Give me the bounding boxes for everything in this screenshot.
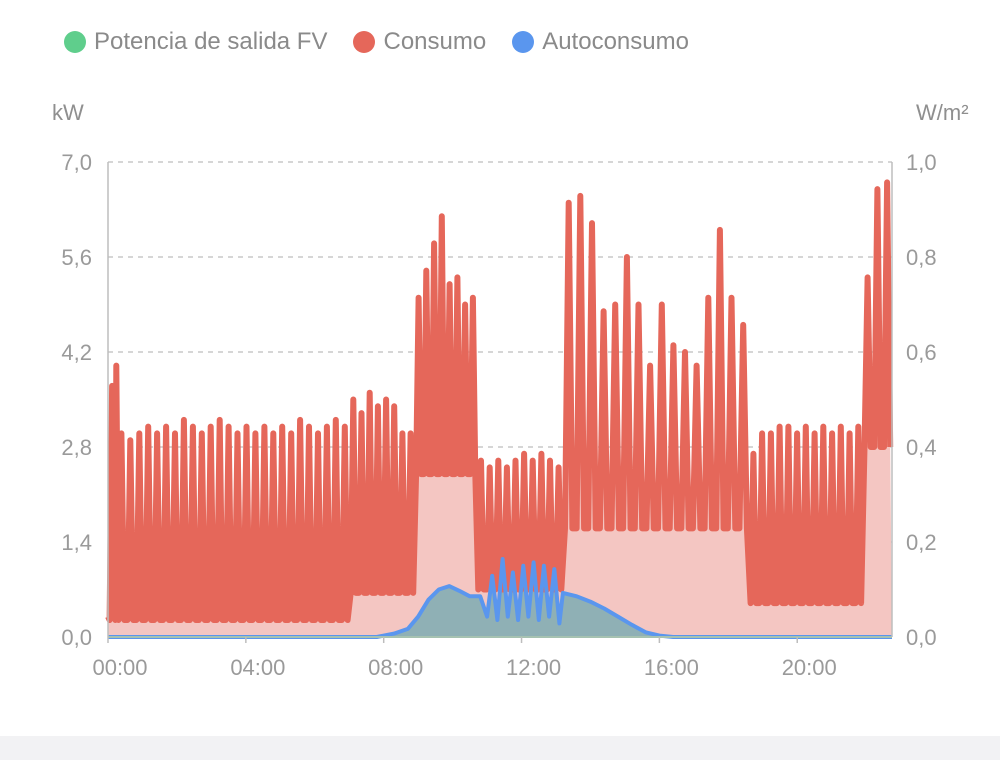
legend-dot-pv: [64, 31, 86, 53]
y-right-tick-label: 0,2: [906, 530, 937, 555]
bottom-band: [0, 736, 1000, 760]
y-left-tick-label: 1,4: [61, 530, 92, 555]
y-right-tick-label: 0,0: [906, 625, 937, 650]
y-right-tick-label: 1,0: [906, 150, 937, 175]
legend-label-self-consumption: Autoconsumo: [542, 28, 689, 55]
y-right-tick-label: 0,6: [906, 340, 937, 365]
x-tick-label: 16:00: [644, 655, 699, 680]
self-consumption-line: [108, 557, 892, 639]
y-right-unit: W/m²: [916, 100, 969, 125]
power-chart[interactable]: 0,0 1,4 2,8 4,2 5,6 7,0 0,0 0,2 0,4 0,6 0,8 1,0 00:0…: [0, 0, 1000, 740]
y-right-tick-label: 0,4: [906, 435, 937, 460]
legend-label-consumption: Consumo: [383, 28, 487, 55]
x-tick-label: 00:00: [92, 655, 147, 680]
x-tick-label: 04:00: [230, 655, 285, 680]
y-left-tick-label: 5,6: [61, 245, 92, 270]
y-right-tick-label: 0,8: [906, 245, 937, 270]
y-left-tick-label: 4,2: [61, 340, 92, 365]
y-left-unit: kW: [52, 100, 84, 125]
x-tick-label: 20:00: [782, 655, 837, 680]
legend: Potencia de salida FV Consumo Autoconsum…: [64, 28, 689, 56]
legend-item-pv[interactable]: Potencia de salida FV: [64, 28, 327, 56]
consumption-line: [105, 179, 894, 623]
legend-dot-consumption: [353, 31, 376, 53]
y-left-tick-label: 0,0: [61, 625, 92, 650]
x-tick-label: 12:00: [506, 655, 561, 680]
legend-item-consumption[interactable]: Consumo: [353, 28, 486, 56]
legend-dot-self-consumption: [512, 31, 535, 53]
y-left-tick-label: 2,8: [61, 435, 92, 460]
y-left-tick-label: 7,0: [61, 150, 92, 175]
legend-label-pv: Potencia de salida FV: [94, 28, 328, 55]
legend-item-self-consumption[interactable]: Autoconsumo: [512, 28, 689, 56]
x-tick-label: 08:00: [368, 655, 423, 680]
